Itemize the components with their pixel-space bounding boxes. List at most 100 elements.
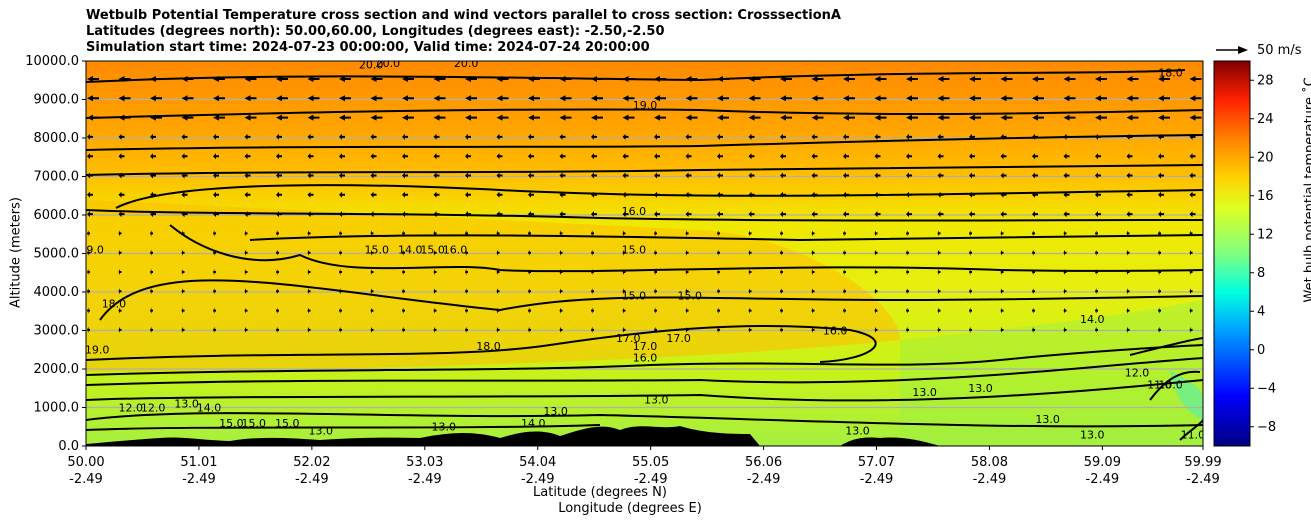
wind-vector bbox=[370, 269, 374, 275]
wind-vector bbox=[780, 76, 792, 82]
wind-vector bbox=[1032, 211, 1038, 218]
wind-vector bbox=[1000, 230, 1004, 237]
wind-vector bbox=[1189, 153, 1196, 160]
wind-vector bbox=[87, 153, 93, 160]
wind-vector bbox=[685, 288, 689, 295]
wind-vector bbox=[339, 172, 345, 179]
wind-vector bbox=[685, 191, 692, 198]
contour-label: 18.0 bbox=[1158, 66, 1183, 79]
wind-vector bbox=[118, 230, 122, 237]
wind-vector bbox=[150, 211, 156, 218]
wind-vector bbox=[874, 326, 878, 333]
wind-vector bbox=[937, 172, 944, 179]
wind-vector bbox=[874, 133, 881, 140]
wind-vector bbox=[339, 249, 342, 256]
wind-vector bbox=[591, 76, 603, 82]
wind-vector bbox=[1063, 288, 1067, 295]
wind-vector bbox=[1032, 307, 1035, 314]
contour-label: 13.0 bbox=[968, 382, 993, 395]
contour-label: 16.0 bbox=[622, 205, 647, 218]
wind-vector bbox=[811, 269, 815, 275]
wind-vector bbox=[307, 191, 314, 198]
wind-vector bbox=[559, 191, 566, 198]
wind-vector bbox=[591, 269, 594, 275]
contour-label: 13.0 bbox=[912, 386, 937, 399]
wind-vector bbox=[307, 153, 314, 160]
wind-vector bbox=[1032, 288, 1035, 295]
wind-vector bbox=[307, 269, 311, 275]
contour-label: 19.0 bbox=[633, 99, 658, 112]
wind-vector bbox=[717, 269, 720, 275]
wind-vector bbox=[339, 191, 345, 198]
x-tick-label-lat: 52.02 bbox=[293, 455, 330, 470]
wind-vector bbox=[276, 288, 279, 295]
wind-vector bbox=[1095, 191, 1101, 198]
wind-vector bbox=[402, 288, 405, 295]
contour-label: 13.0 bbox=[174, 398, 199, 411]
wind-vector bbox=[181, 153, 188, 160]
colorbar-tick-label: 8 bbox=[1257, 266, 1265, 281]
wind-vector bbox=[276, 95, 288, 102]
wind-vector bbox=[465, 326, 468, 333]
wind-vector bbox=[780, 114, 792, 121]
wind-vector bbox=[150, 172, 156, 179]
wind-vector bbox=[843, 326, 846, 333]
wind-vector bbox=[1095, 326, 1098, 333]
y-axis-label: Altitude (meters) bbox=[8, 197, 24, 308]
contour-label: 15.0 bbox=[219, 417, 244, 430]
wind-vector bbox=[748, 288, 752, 295]
wind-vector bbox=[433, 288, 437, 295]
wind-vector bbox=[1189, 326, 1193, 333]
wind-vector bbox=[811, 307, 815, 314]
wind-vector bbox=[906, 153, 912, 160]
contour-label: 18.0 bbox=[476, 340, 501, 353]
wind-vector bbox=[150, 95, 162, 102]
wind-vector bbox=[213, 114, 225, 121]
contour-label: 12.0 bbox=[118, 401, 143, 414]
wind-vector bbox=[622, 249, 626, 256]
wind-vector bbox=[244, 153, 251, 160]
wind-vector bbox=[181, 95, 194, 102]
wind-vector bbox=[1158, 153, 1164, 160]
wind-vector bbox=[685, 269, 689, 275]
wind-vector bbox=[496, 307, 500, 314]
wind-vector bbox=[969, 153, 975, 160]
contour-label: 20.0 bbox=[454, 57, 479, 70]
x-axis-ticks: 50.00 -2.49 51.01 -2.49 52.02 -2.49 53.03 -2.49… bbox=[67, 446, 1222, 487]
wind-vector bbox=[87, 133, 93, 140]
wind-vector bbox=[1158, 114, 1170, 121]
wind-vector bbox=[528, 95, 540, 102]
colorbar-tick-label: 28 bbox=[1257, 73, 1274, 88]
wind-vector bbox=[1032, 172, 1038, 179]
wind-vector bbox=[1126, 153, 1133, 160]
wind-vector bbox=[370, 326, 374, 333]
wind-vector bbox=[780, 153, 786, 160]
wind-vector bbox=[969, 191, 975, 198]
wind-vector bbox=[780, 191, 786, 198]
wind-vector bbox=[276, 191, 282, 198]
x-tick-label-lon: -2.49 bbox=[747, 472, 781, 487]
wind-vector bbox=[717, 249, 720, 256]
wind-vector bbox=[150, 249, 153, 256]
colorbar-tick-label: 16 bbox=[1257, 189, 1274, 204]
wind-vector bbox=[780, 269, 783, 275]
wind-vector bbox=[528, 114, 540, 121]
wind-vector bbox=[937, 114, 950, 121]
wind-vector bbox=[874, 230, 878, 237]
wind-vector bbox=[87, 76, 99, 82]
wind-vector bbox=[1063, 76, 1076, 82]
y-tick-label: 1000.0 bbox=[34, 401, 80, 416]
wind-vector bbox=[433, 269, 437, 275]
wind-vector bbox=[465, 95, 477, 102]
wind-vector bbox=[213, 76, 225, 82]
wind-vector bbox=[433, 211, 440, 218]
wind-vector bbox=[717, 307, 720, 314]
cool-region bbox=[900, 300, 1203, 446]
wind-vector bbox=[1063, 114, 1076, 121]
wind-vector bbox=[244, 249, 248, 256]
wind-vector bbox=[1126, 191, 1133, 198]
wind-vector bbox=[181, 326, 185, 333]
wind-vector bbox=[1063, 191, 1070, 198]
wind-vector bbox=[1000, 114, 1013, 121]
wind-vector bbox=[528, 153, 534, 160]
